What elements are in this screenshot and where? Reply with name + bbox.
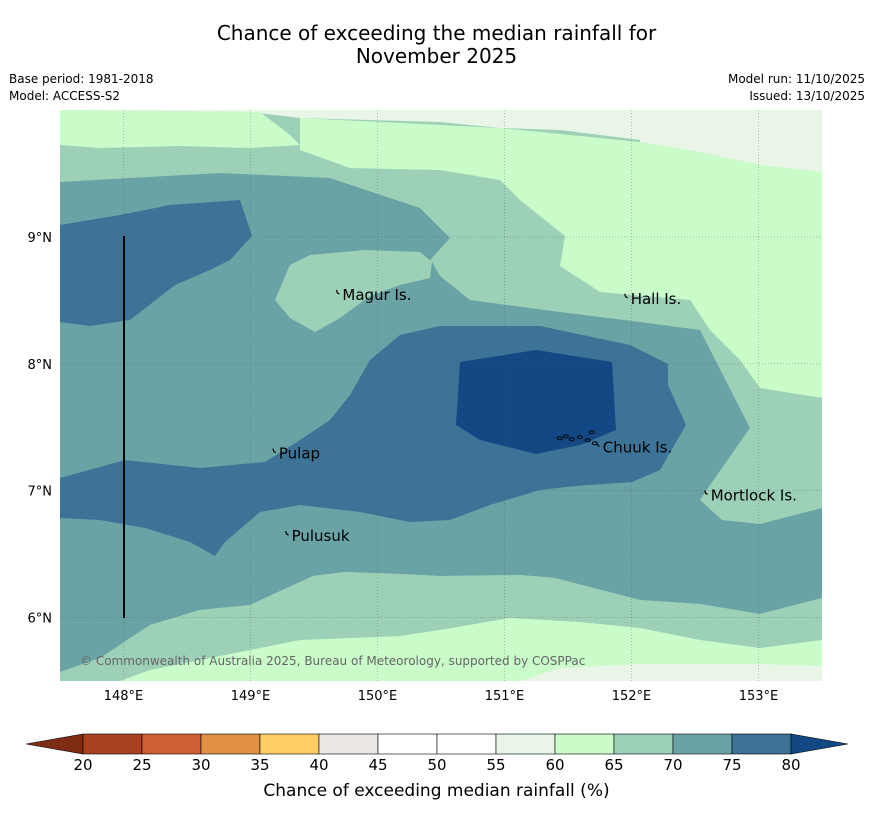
longitude-tick-label: 153°E [739, 689, 779, 704]
longitude-tick-label: 148°E [104, 689, 144, 704]
longitude-tick-label: 149°E [231, 689, 271, 704]
colorbar-segment [436, 733, 497, 755]
islet-outline [576, 435, 583, 440]
colorbar-tick-label: 65 [604, 756, 624, 774]
longitude-tick-label: 152°E [612, 689, 652, 704]
colorbar-tick-label: 55 [486, 756, 506, 774]
base-period: Base period: 1981-2018 [9, 72, 154, 86]
place-label: Mortlock Is. [711, 486, 797, 504]
colorbar-tick-label: 35 [250, 756, 270, 774]
colorbar-under-arrow [25, 733, 84, 755]
colorbar-segment [377, 733, 438, 755]
contour-fills [60, 110, 822, 681]
island-outline [285, 530, 289, 536]
title-line-2: November 2025 [355, 44, 518, 68]
issued-date: Issued: 13/10/2025 [749, 89, 865, 103]
islet-outline [562, 434, 569, 439]
colorbar-segment [613, 733, 674, 755]
colorbar-tick-label: 50 [427, 756, 447, 774]
colorbar [25, 733, 849, 755]
model-name: Model: ACCESS-S2 [9, 89, 121, 103]
colorbar-segment [82, 733, 143, 755]
place-label: Chuuk Is. [603, 438, 672, 456]
band-over-80-core [456, 350, 616, 454]
colorbar-tick-label: 45 [368, 756, 388, 774]
latitude-labels: 9°N 8°N 7°N 6°N [28, 231, 53, 627]
colorbar-tick-label: 80 [781, 756, 801, 774]
longitude-labels: 148°E 149°E 150°E 151°E 152°E 153°E [104, 689, 779, 704]
colorbar-segment [259, 733, 320, 755]
colorbar-segment [554, 733, 615, 755]
island-outline [704, 490, 708, 496]
longitude-tick-label: 151°E [485, 689, 525, 704]
latitude-tick-label: 7°N [28, 485, 53, 500]
islet-outline [591, 441, 598, 446]
colorbar-tick-label: 75 [722, 756, 742, 774]
band-75-80-nw [60, 200, 252, 326]
latitude-tick-label: 9°N [28, 231, 53, 246]
colorbar-tick-label: 25 [132, 756, 152, 774]
place-label: Pulusuk [292, 527, 350, 545]
band-60-65-ne [300, 118, 822, 398]
colorbar-tick-label: 20 [73, 756, 93, 774]
colorbar-segment [672, 733, 733, 755]
island-markers [272, 289, 708, 536]
colorbar-tick-label: 70 [663, 756, 683, 774]
island-outline [624, 293, 628, 299]
islet-outline [588, 430, 595, 435]
place-label: Hall Is. [631, 290, 682, 308]
colorbar-tick-label: 60 [545, 756, 565, 774]
colorbar-segment [200, 733, 261, 755]
colorbar-tick-label: 30 [191, 756, 211, 774]
band-55-60-ne [640, 110, 822, 172]
place-labels: Magur Is. Hall Is. Pulap Chuuk Is. Mortlock … [279, 286, 797, 545]
island-outline [272, 448, 277, 454]
band-65-70-magur [275, 250, 432, 332]
place-label: Pulap [279, 445, 320, 463]
islet-outline [556, 436, 563, 441]
longitude-tick-label: 150°E [358, 689, 398, 704]
latitude-tick-label: 8°N [28, 358, 53, 373]
copyright-notice: © Commonwealth of Australia 2025, Bureau… [80, 654, 585, 668]
islet-outline [568, 437, 575, 442]
colorbar-segment [141, 733, 202, 755]
meta-left: Base period: 1981-2018 Model: ACCESS-S2 [9, 71, 154, 105]
title-line-1: Chance of exceeding the median rainfall … [216, 21, 657, 45]
colorbar-over-arrow [790, 733, 849, 755]
island-outline [335, 289, 340, 295]
graticule [60, 110, 822, 681]
band-55-60-south [520, 664, 822, 681]
colorbar-tick-label: 40 [309, 756, 329, 774]
colorbar-segment [318, 733, 379, 755]
colorbar-segment [495, 733, 556, 755]
map-title: Chance of exceeding the median rainfall … [0, 22, 873, 68]
latitude-tick-label: 6°N [28, 612, 53, 627]
band-60-65-nw [60, 110, 300, 148]
islet-outline [584, 438, 591, 443]
colorbar-segment [731, 733, 792, 755]
meta-right: Model run: 11/10/2025 Issued: 13/10/2025 [728, 71, 865, 105]
place-label: Magur Is. [342, 286, 411, 304]
colorbar-label: Chance of exceeding median rainfall (%) [263, 781, 610, 801]
model-run: Model run: 11/10/2025 [727, 72, 865, 86]
